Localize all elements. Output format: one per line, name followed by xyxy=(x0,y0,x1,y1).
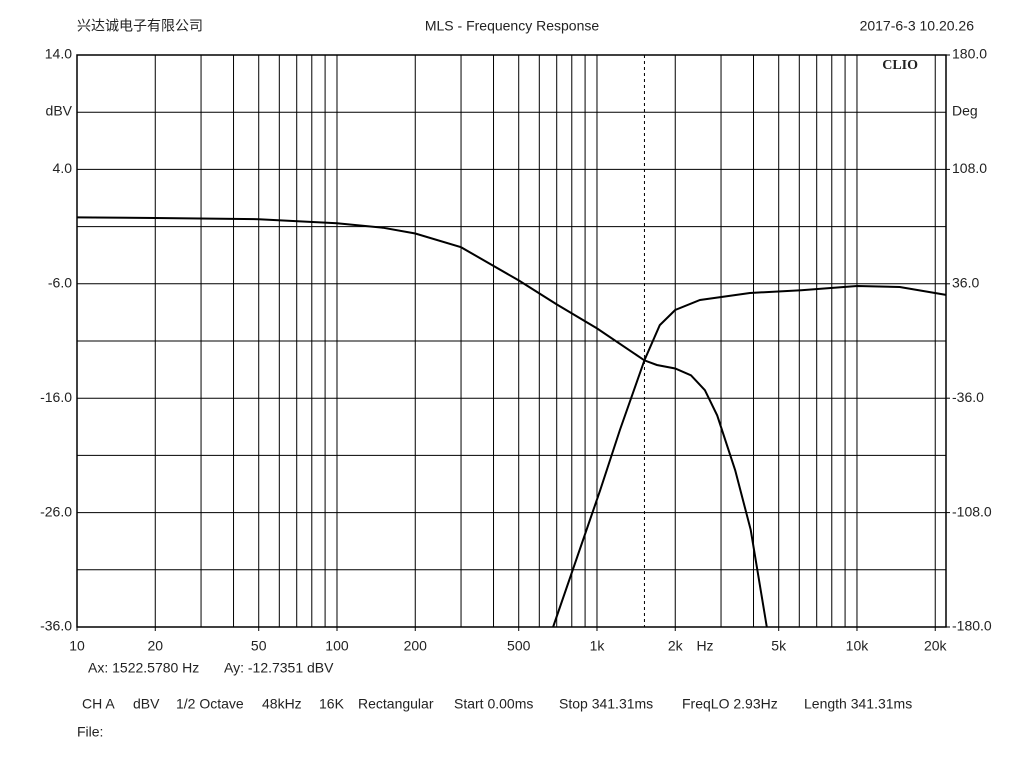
setting: CH A xyxy=(82,696,115,712)
setting: 16K xyxy=(319,696,345,712)
y-axis-label: dBV xyxy=(46,103,73,119)
file-label: File: xyxy=(77,724,103,740)
x-tick-label: 2k xyxy=(668,638,684,654)
logo: CLIO xyxy=(882,58,918,73)
x-tick-label: 100 xyxy=(325,638,349,654)
x-tick-label: 500 xyxy=(507,638,531,654)
y2-tick-label: 180.0 xyxy=(952,46,987,62)
x-tick-label: 5k xyxy=(771,638,787,654)
x-tick-label: 20k xyxy=(924,638,948,654)
setting: dBV xyxy=(133,696,160,712)
y-tick-label: -26.0 xyxy=(40,503,72,519)
y2-axis-label: Deg xyxy=(952,103,978,119)
y-tick-label: -36.0 xyxy=(40,618,72,634)
timestamp: 2017-6-3 10.20.26 xyxy=(860,18,975,34)
x-tick-label: 10k xyxy=(846,638,870,654)
chart-title: MLS - Frequency Response xyxy=(425,18,600,34)
y-tick-label: 4.0 xyxy=(53,160,73,176)
y-tick-label: -6.0 xyxy=(48,275,72,291)
series-line xyxy=(552,284,947,628)
x-tick-label: 200 xyxy=(404,638,428,654)
y2-tick-label: -180.0 xyxy=(952,618,992,634)
setting: FreqLO 2.93Hz xyxy=(682,696,778,712)
y-tick-label: 14.0 xyxy=(45,46,72,62)
y2-tick-label: -108.0 xyxy=(952,503,992,519)
setting: 48kHz xyxy=(262,696,302,712)
cursor-x-readout: Ax: 1522.5780 Hz xyxy=(88,660,199,676)
y2-tick-label: 108.0 xyxy=(952,160,987,176)
y2-tick-label: 36.0 xyxy=(952,275,979,291)
setting: Stop 341.31ms xyxy=(559,696,653,712)
x-tick-label: 50 xyxy=(251,638,267,654)
x-tick-label: 20 xyxy=(147,638,163,654)
y2-tick-label: -36.0 xyxy=(952,389,984,405)
x-tick-label: 1k xyxy=(590,638,606,654)
setting: 1/2 Octave xyxy=(176,696,244,712)
x-unit: Hz xyxy=(696,638,713,654)
x-tick-label: 10 xyxy=(69,638,85,654)
y-tick-label: -16.0 xyxy=(40,389,72,405)
setting: Rectangular xyxy=(358,696,434,712)
setting: Length 341.31ms xyxy=(804,696,912,712)
setting: Start 0.00ms xyxy=(454,696,533,712)
company: 兴达诚电子有限公司 xyxy=(77,18,203,34)
plot-frame xyxy=(76,54,947,628)
cursor-y-readout: Ay: -12.7351 dBV xyxy=(224,660,334,676)
series-line xyxy=(76,216,768,628)
